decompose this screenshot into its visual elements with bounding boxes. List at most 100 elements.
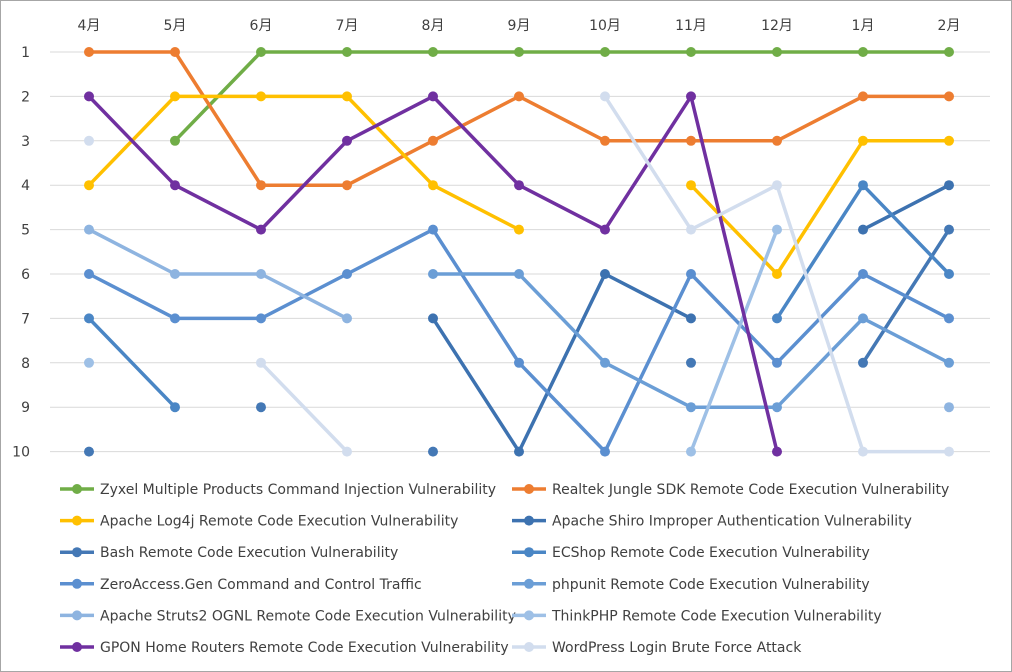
data-point (944, 269, 954, 279)
data-point (170, 402, 180, 413)
data-point (342, 135, 352, 146)
data-point (858, 47, 868, 57)
data-point (342, 313, 352, 324)
data-point (342, 446, 352, 457)
data-point (944, 224, 954, 235)
data-point (256, 91, 266, 102)
data-point (84, 446, 94, 457)
y-tick-label: 7 (21, 311, 30, 327)
legend-swatch-marker (72, 547, 82, 558)
y-axis-ticks: 1 2 3 4 5 6 7 8 9 10 (12, 45, 30, 461)
x-tick-label: 10月 (589, 18, 621, 34)
x-tick-label: 11月 (675, 18, 707, 34)
series-line (689, 227, 779, 454)
data-point (772, 446, 782, 457)
legend-label: phpunit Remote Code Execution Vulnerabil… (552, 577, 870, 593)
legend-item: phpunit Remote Code Execution Vulnerabil… (512, 577, 870, 593)
data-point (772, 313, 782, 324)
data-point (514, 224, 524, 235)
x-axis-ticks: 4月 5月 6月 7月 8月 9月 10月 11月 12月 1月 2月 (78, 18, 961, 34)
legend-label: ECShop Remote Code Execution Vulnerabili… (552, 545, 870, 561)
data-point (428, 135, 438, 146)
legend-label: Apache Log4j Remote Code Execution Vulne… (100, 514, 458, 530)
data-point (256, 180, 266, 191)
data-point (256, 269, 266, 279)
legend: Zyxel Multiple Products Command Injectio… (60, 482, 949, 656)
data-point (772, 135, 782, 146)
legend-swatch-marker (72, 578, 82, 589)
data-point (84, 313, 94, 324)
y-tick-label: 10 (12, 445, 30, 461)
data-point (944, 135, 954, 146)
y-tick-label: 5 (21, 223, 30, 239)
legend-swatch-marker (524, 515, 534, 526)
data-point (342, 47, 352, 57)
legend-item: Apache Log4j Remote Code Execution Vulne… (60, 514, 458, 530)
data-point (84, 180, 94, 191)
data-point (858, 135, 868, 146)
x-tick-label: 2月 (938, 18, 961, 34)
data-point (858, 446, 868, 457)
data-point (514, 91, 524, 102)
x-tick-label: 8月 (422, 18, 445, 34)
data-point (84, 357, 94, 368)
data-point (858, 269, 868, 279)
data-point (170, 313, 180, 324)
legend-item: Zyxel Multiple Products Command Injectio… (60, 482, 496, 498)
data-point (600, 269, 610, 279)
series-line (173, 50, 951, 143)
data-point (170, 135, 180, 146)
legend-label: Apache Shiro Improper Authentication Vul… (552, 514, 912, 530)
data-point (944, 180, 954, 191)
x-tick-label: 12月 (761, 18, 793, 34)
data-point (428, 313, 438, 324)
legend-item: Apache Struts2 OGNL Remote Code Executio… (60, 608, 516, 624)
series-points (84, 47, 954, 457)
series-line (861, 183, 951, 232)
legend-item: GPON Home Routers Remote Code Execution … (60, 640, 509, 656)
x-tick-label: 6月 (250, 18, 273, 34)
data-point (944, 47, 954, 57)
data-point (600, 47, 610, 57)
data-point (686, 224, 696, 235)
data-point (428, 269, 438, 279)
data-point (256, 224, 266, 235)
data-point (600, 446, 610, 457)
y-tick-label: 6 (21, 267, 30, 283)
data-point (772, 269, 782, 279)
data-point (514, 357, 524, 368)
x-tick-label: 9月 (508, 18, 531, 34)
legend-item: ThinkPHP Remote Code Execution Vulnerabi… (512, 608, 882, 624)
series-line (775, 183, 951, 321)
data-point (944, 446, 954, 457)
legend-swatch-marker (524, 578, 534, 589)
y-tick-label: 8 (21, 356, 30, 372)
data-point (772, 402, 782, 413)
data-point (84, 135, 94, 146)
legend-label: Bash Remote Code Execution Vulnerability (100, 545, 398, 561)
data-point (256, 313, 266, 324)
data-point (686, 91, 696, 102)
legend-swatch-marker (524, 610, 534, 621)
data-point (342, 180, 352, 191)
data-point (256, 402, 266, 413)
data-point (514, 446, 524, 457)
series-line (431, 272, 693, 454)
data-point (600, 224, 610, 235)
legend-label: Zyxel Multiple Products Command Injectio… (100, 482, 496, 498)
x-tick-label: 1月 (852, 18, 875, 34)
data-point (256, 47, 266, 57)
y-tick-label: 3 (21, 134, 30, 150)
series-line (87, 94, 521, 232)
data-point (686, 313, 696, 324)
data-point (514, 269, 524, 279)
y-tick-label: 2 (21, 89, 30, 105)
legend-item: Bash Remote Code Execution Vulnerability (60, 545, 398, 561)
x-tick-label: 7月 (336, 18, 359, 34)
data-point (944, 357, 954, 368)
legend-swatch-marker (72, 610, 82, 621)
y-tick-label: 4 (21, 178, 30, 194)
data-point (858, 357, 868, 368)
data-point (256, 357, 266, 368)
legend-label: ZeroAccess.Gen Command and Control Traff… (100, 577, 422, 593)
